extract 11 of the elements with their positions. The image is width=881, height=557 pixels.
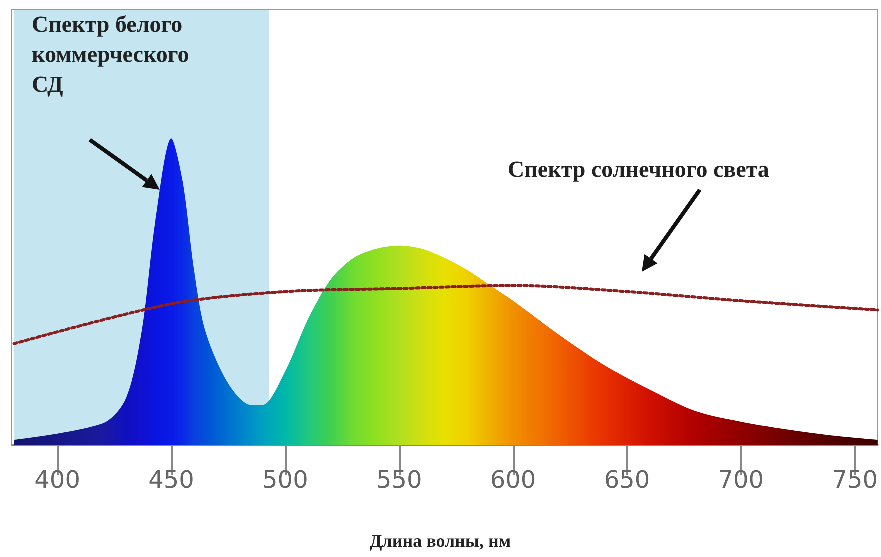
x-tick-label: 600 [490, 466, 536, 494]
x-axis-title: Длина волны, нм [368, 531, 512, 552]
text: Спектр белого коммерческого СД [32, 11, 190, 99]
x-tick-label: 400 [34, 466, 80, 494]
x-tick-label: 500 [262, 466, 308, 494]
x-tick-label: 450 [148, 466, 194, 494]
x-tick-label: 750 [832, 466, 878, 494]
x-tick-label: 650 [604, 466, 650, 494]
x-tick-label: 550 [376, 466, 422, 494]
annotation: Спектр солнечного света [508, 156, 770, 184]
x-tick-label: 700 [718, 466, 764, 494]
